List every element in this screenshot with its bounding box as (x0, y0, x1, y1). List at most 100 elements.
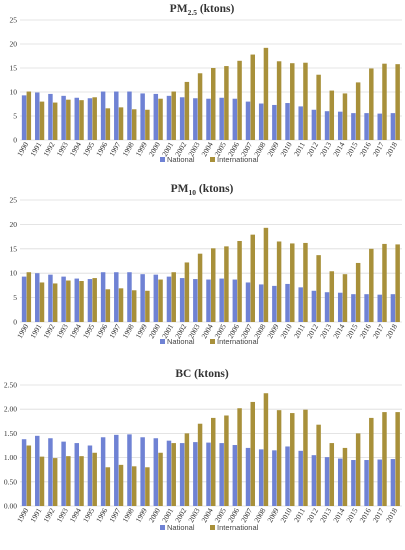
x-tick-label: 2011 (292, 140, 307, 157)
bar-national-2001 (166, 276, 172, 322)
y-tick-label: 15 (10, 64, 18, 73)
x-tick-label: 2016 (358, 140, 373, 158)
bar-international-1995 (92, 97, 97, 140)
bar-international-2011 (303, 409, 308, 506)
x-tick-label: 2018 (384, 140, 399, 158)
x-tick-label: 2008 (252, 506, 267, 524)
y-tick-label: 25 (10, 196, 18, 205)
bar-international-2006 (237, 240, 242, 322)
chart-1: PM2.5 (ktons)051015202519901991199219931… (10, 3, 402, 164)
x-tick-label: 2014 (331, 506, 346, 524)
bar-international-2007 (250, 54, 255, 141)
x-tick-label: 2015 (344, 140, 359, 158)
bar-national-2013 (324, 111, 330, 140)
bar-national-2010 (285, 446, 290, 506)
x-tick-label: 2004 (199, 322, 214, 340)
x-tick-label: 2018 (384, 322, 399, 340)
bar-international-2001 (171, 272, 176, 322)
bar-international-1998 (131, 109, 137, 140)
legend-swatch-international (210, 339, 215, 344)
bar-national-2017 (377, 113, 382, 140)
x-tick-label: 2015 (344, 506, 359, 524)
bar-international-1996 (105, 467, 111, 506)
bar-international-1990 (26, 91, 32, 140)
x-tick-label: 2000 (147, 506, 162, 524)
y-tick-label: 5 (13, 112, 17, 121)
x-tick-label: 2009 (265, 322, 280, 340)
bar-national-2008 (258, 103, 264, 140)
bar-national-2007 (245, 447, 251, 506)
bar-international-2011 (303, 242, 308, 322)
x-tick-label: 1992 (41, 140, 56, 158)
x-tick-label: 1992 (41, 322, 56, 340)
bar-international-1997 (118, 288, 124, 322)
bar-national-1993 (61, 95, 66, 140)
bar-international-2003 (197, 73, 203, 140)
bar-national-2018 (390, 459, 396, 506)
bar-international-1992 (52, 458, 58, 506)
y-tick-label: 1.50 (4, 429, 17, 438)
bar-international-1993 (66, 99, 71, 140)
bar-national-2015 (351, 113, 356, 140)
x-tick-label: 2014 (331, 140, 346, 158)
bar-international-2000 (158, 98, 163, 140)
bar-international-2014 (342, 447, 348, 506)
bar-international-2014 (342, 93, 348, 140)
y-tick-label: 20 (10, 220, 18, 229)
x-tick-label: 2016 (358, 506, 373, 524)
bar-national-2014 (337, 111, 343, 140)
bar-international-1992 (52, 283, 58, 322)
bar-international-2016 (369, 248, 374, 322)
bar-national-2018 (390, 294, 396, 322)
y-tick-label: 1.00 (4, 453, 17, 462)
bar-national-1992 (48, 438, 53, 506)
bar-international-2005 (224, 246, 229, 322)
bar-international-2015 (355, 433, 361, 506)
x-tick-label: 2004 (199, 506, 214, 524)
bar-national-2012 (311, 290, 317, 322)
bar-international-2002 (184, 262, 190, 322)
bar-national-1998 (127, 91, 132, 140)
bar-international-2000 (158, 452, 163, 506)
bar-international-2002 (184, 81, 190, 140)
x-tick-label: 2013 (318, 140, 333, 158)
bar-international-2009 (276, 410, 282, 506)
x-tick-label: 2015 (344, 322, 359, 340)
bar-national-2003 (193, 442, 198, 506)
bar-international-2015 (355, 82, 361, 140)
bar-international-1997 (118, 464, 124, 506)
x-tick-label: 2012 (305, 506, 320, 524)
x-tick-label: 2000 (147, 322, 162, 340)
bar-international-2001 (171, 443, 176, 506)
bar-national-2004 (206, 442, 211, 506)
bar-international-2007 (250, 234, 255, 322)
bar-national-1995 (87, 98, 93, 140)
bar-national-1994 (74, 443, 80, 506)
bar-international-2014 (342, 274, 348, 322)
legend-label-international: International (217, 337, 259, 346)
y-tick-label: 2.00 (4, 405, 17, 414)
bar-international-2010 (290, 243, 295, 322)
bar-national-2003 (193, 98, 198, 140)
bar-national-2016 (364, 113, 369, 140)
bar-international-2016 (369, 68, 374, 140)
x-tick-label: 2006 (226, 506, 241, 524)
bar-international-1999 (145, 467, 150, 506)
y-tick-label: 10 (10, 269, 18, 278)
bar-international-2008 (263, 47, 269, 141)
x-tick-label: 2013 (318, 322, 333, 340)
x-tick-label: 2011 (292, 322, 307, 339)
bar-national-2005 (219, 97, 224, 140)
bar-national-2013 (324, 292, 330, 322)
bar-international-2017 (382, 63, 387, 140)
x-tick-label: 2013 (318, 506, 333, 524)
x-tick-label: 1999 (134, 322, 149, 340)
bar-international-1994 (79, 100, 84, 140)
x-tick-label: 2007 (239, 506, 254, 524)
bar-international-1993 (66, 456, 71, 506)
bar-national-2000 (153, 438, 159, 506)
bar-national-1990 (21, 276, 27, 322)
bar-national-2017 (377, 459, 382, 506)
x-tick-label: 1991 (28, 322, 43, 340)
